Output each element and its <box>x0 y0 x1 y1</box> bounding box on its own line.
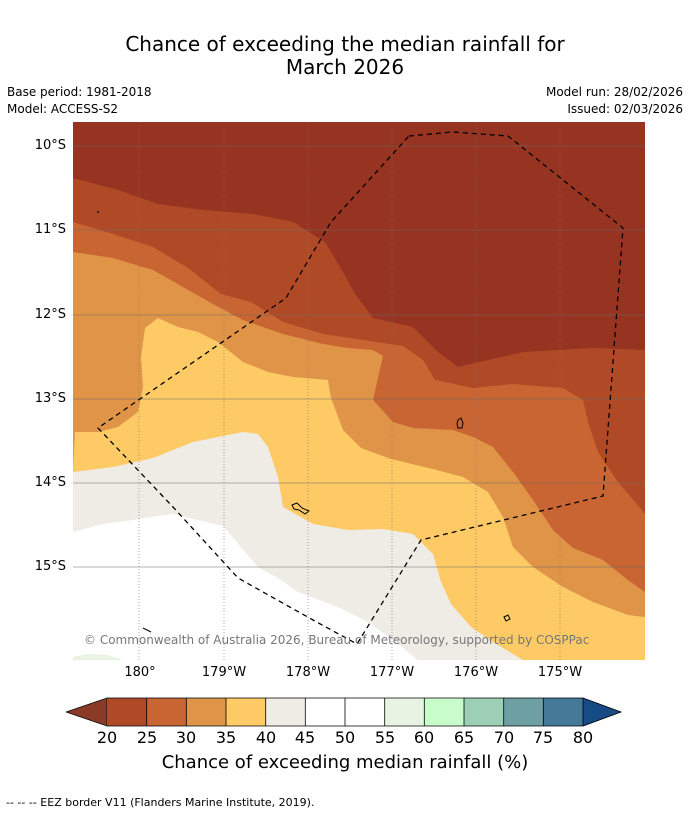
eez-border-note: -- -- -- EEZ border V11 (Flanders Marine… <box>6 796 315 809</box>
eez-border <box>97 131 624 645</box>
colorbar-bin-45-50 <box>305 698 345 726</box>
colorbar-tick-35: 35 <box>215 728 237 747</box>
lat-label-12s: 12°S <box>34 307 66 322</box>
island-speck <box>97 211 99 213</box>
lon-label-179w: 179°W <box>201 665 247 680</box>
colorbar-bin-40-45 <box>265 698 306 726</box>
lon-label-180: 180° <box>124 665 156 680</box>
lon-label-175w: 175°W <box>537 665 583 680</box>
lat-label-15s: 15°S <box>34 559 66 574</box>
colorbar-over-arrow <box>582 697 623 727</box>
map-title-line-2: March 2026 <box>285 55 405 79</box>
colorbar-bin-60-65 <box>424 698 464 726</box>
lat-label-13s: 13°S <box>34 391 66 406</box>
zone-55-60 <box>73 654 123 660</box>
map-title-line-1: Chance of exceeding the median rainfall … <box>125 32 565 56</box>
lat-label-14s: 14°S <box>34 475 66 490</box>
colorbar-bin-30-35 <box>186 698 226 726</box>
colorbar-bin-20-25 <box>107 698 147 726</box>
colorbar-tick-40: 40 <box>255 728 277 747</box>
colorbar-tick-70: 70 <box>493 728 515 747</box>
colorbar-bin-75-80 <box>543 698 583 726</box>
colorbar-tick-25: 25 <box>136 728 158 747</box>
base-period: Base period: 1981-2018 <box>7 85 152 99</box>
colorbar-tick-80: 80 <box>572 728 594 747</box>
colorbar-tick-65: 65 <box>453 728 475 747</box>
island-small-atoll <box>503 614 511 622</box>
map-latitude-lines <box>73 145 645 568</box>
colorbar-bin-70-75 <box>503 698 544 726</box>
model-name: Model: ACCESS-S2 <box>7 102 119 116</box>
colorbar-tick-30: 30 <box>175 728 197 747</box>
island-niulakita <box>456 417 464 429</box>
copyright-credit: © Commonwealth of Australia 2026, Bureau… <box>84 633 590 647</box>
lon-label-178w: 178°W <box>285 665 331 680</box>
colorbar-label: Chance of exceeding median rainfall (%) <box>161 752 529 773</box>
model-run-date: Model run: 28/02/2026 <box>545 85 683 99</box>
colorbar-dividers <box>107 697 583 727</box>
colorbar-bin-35-40 <box>226 698 266 726</box>
island-reef <box>142 627 152 633</box>
lon-label-176w: 176°W <box>453 665 499 680</box>
colorbar-tick-20: 20 <box>96 728 118 747</box>
colorbar-bin-25-30 <box>146 698 187 726</box>
lon-label-177w: 177°W <box>369 665 415 680</box>
colorbar-bin-55-60 <box>384 698 425 726</box>
colorbar <box>66 697 623 727</box>
colorbar-under-arrow <box>66 697 108 727</box>
zone-45-55 <box>73 514 418 660</box>
colorbar-tick-50: 50 <box>334 728 356 747</box>
colorbar-bin-50-55 <box>345 698 385 726</box>
colorbar-tick-55: 55 <box>374 728 396 747</box>
colorbar-bin-65-70 <box>464 698 504 726</box>
island-funafuti <box>291 502 310 515</box>
colorbar-tick-60: 60 <box>413 728 435 747</box>
colorbar-tick-45: 45 <box>294 728 316 747</box>
rainfall-probability-map <box>73 122 645 660</box>
lat-label-10s: 10°S <box>34 138 66 153</box>
lat-label-11s: 11°S <box>34 222 66 237</box>
issued-date: Issued: 02/03/2026 <box>567 102 683 116</box>
colorbar-tick-75: 75 <box>532 728 554 747</box>
